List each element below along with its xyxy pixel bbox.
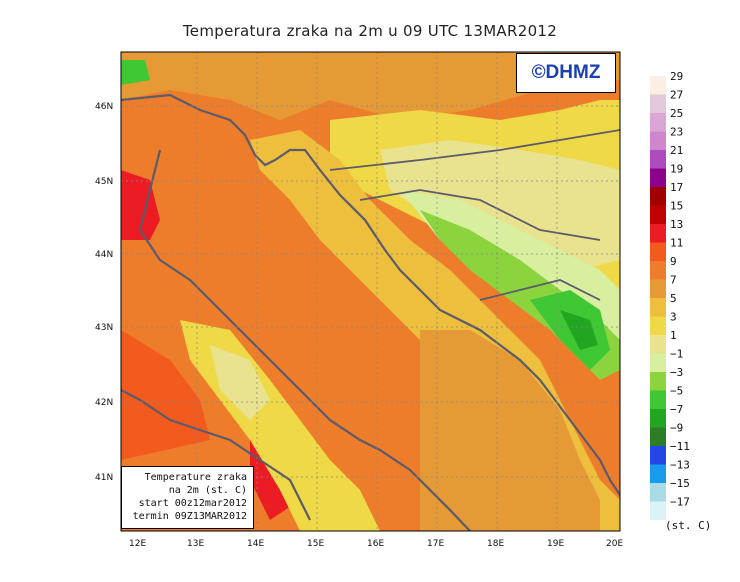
legend-swatch — [650, 298, 666, 317]
legend-swatch — [650, 464, 666, 483]
mountains-coldest — [560, 310, 598, 350]
y-tick-42n: 42N — [95, 398, 113, 408]
y-tick-41n: 41N — [95, 473, 113, 483]
x-axis: 12E 13E 14E 15E 16E 17E 18E 19E 20E — [129, 539, 623, 549]
legend-swatch — [650, 150, 666, 169]
legend-label: 1 — [670, 329, 677, 342]
x-tick-15e: 15E — [307, 539, 324, 549]
y-tick-43n: 43N — [95, 323, 113, 333]
info-line-4: termin 09Z13MAR2012 — [132, 511, 247, 522]
legend-label: 25 — [670, 107, 683, 120]
legend-label: −17 — [670, 496, 690, 509]
legend-label: −5 — [670, 385, 683, 398]
northern-land — [121, 52, 620, 120]
x-tick-20e: 20E — [606, 539, 623, 549]
legend-swatch — [650, 76, 666, 95]
legend-swatch — [650, 316, 666, 335]
legend-label: 5 — [670, 292, 677, 305]
legend-label: 19 — [670, 163, 683, 176]
italy-warm-2 — [121, 330, 210, 460]
x-tick-12e: 12E — [129, 539, 146, 549]
legend-swatch — [650, 483, 666, 502]
graticule — [121, 52, 620, 531]
x-tick-13e: 13E — [187, 539, 204, 549]
legend-swatch — [650, 113, 666, 132]
legend-swatch — [650, 390, 666, 409]
legend-label: −3 — [670, 366, 683, 379]
legend-swatch — [650, 279, 666, 298]
info-line-1: Temperature zraka — [144, 472, 247, 483]
y-axis: 46N 45N 44N 43N 42N 41N — [95, 102, 113, 483]
legend-swatch — [650, 372, 666, 391]
southern-land — [420, 330, 600, 531]
legend-label: 13 — [670, 218, 683, 231]
dhmz-logo: ©DHMZ — [516, 53, 616, 93]
legend-label: 9 — [670, 255, 677, 268]
x-tick-14e: 14E — [247, 539, 264, 549]
legend-label: 7 — [670, 274, 677, 287]
run-info-box: Temperature zraka na 2m (st. C) start 00… — [121, 466, 254, 529]
legend-swatch — [650, 446, 666, 465]
legend-swatch — [650, 168, 666, 187]
legend-swatch — [650, 224, 666, 243]
legend-swatch — [650, 335, 666, 354]
legend-label: −9 — [670, 422, 683, 435]
map-frame — [120, 51, 621, 532]
legend-swatch — [650, 353, 666, 372]
legend-label: 11 — [670, 237, 683, 250]
y-tick-46n: 46N — [95, 102, 113, 112]
y-tick-45n: 45N — [95, 177, 113, 187]
x-tick-16e: 16E — [367, 539, 384, 549]
temperature-field — [121, 52, 620, 531]
x-tick-18e: 18E — [487, 539, 504, 549]
legend-label: 23 — [670, 126, 683, 139]
legend-swatch — [650, 131, 666, 150]
legend-swatch — [650, 501, 666, 520]
info-line-2: na 2m (st. C) — [168, 485, 247, 496]
alps-cold — [121, 60, 150, 85]
legend-label: −1 — [670, 348, 683, 361]
legend-label: 21 — [670, 144, 683, 157]
legend-label: 29 — [670, 70, 683, 83]
x-tick-19e: 19E — [547, 539, 564, 549]
legend-label: −13 — [670, 459, 690, 472]
legend-swatch — [650, 205, 666, 224]
y-tick-44n: 44N — [95, 250, 113, 260]
legend-swatch — [650, 409, 666, 428]
apennines-cool — [210, 345, 270, 420]
legend-swatch — [650, 261, 666, 280]
coastlines — [121, 93, 620, 531]
legend-label: −15 — [670, 477, 690, 490]
info-line-3: start 00z12mar2012 — [138, 498, 247, 509]
legend-label: 27 — [670, 89, 683, 102]
interior-mild — [380, 140, 620, 270]
legend-unit: (st. C) — [665, 519, 711, 532]
legend-swatch — [650, 427, 666, 446]
legend-swatch — [650, 187, 666, 206]
temperature-legend: 29 27 25 23 21 19 17 15 13 11 9 7 5 3 1 −1 −3 −5 −7 −9 −11 −1… — [650, 70, 690, 520]
legend-label: −11 — [670, 440, 690, 453]
map-title: Temperatura zraka na 2m u 09 UTC 13MAR20… — [182, 22, 558, 40]
legend-label: 3 — [670, 311, 677, 324]
legend-label: −7 — [670, 403, 683, 416]
legend-swatch — [650, 94, 666, 113]
legend-swatch — [650, 242, 666, 261]
x-tick-17e: 17E — [427, 539, 444, 549]
legend-label: 17 — [670, 181, 683, 194]
legend-label: 15 — [670, 200, 683, 213]
